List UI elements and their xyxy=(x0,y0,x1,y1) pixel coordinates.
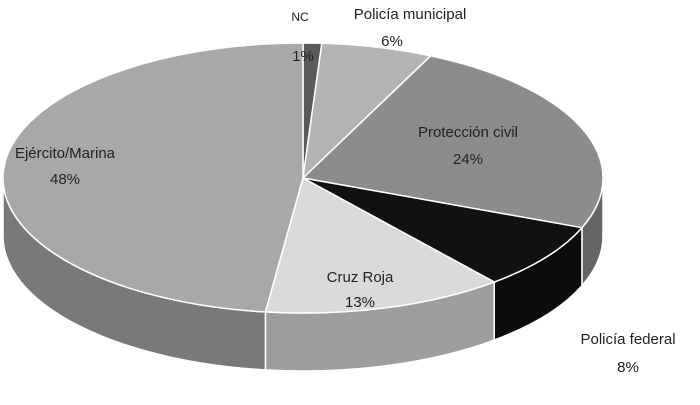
slice-label: Ejército/Marina xyxy=(15,145,116,162)
slice xyxy=(301,55,604,229)
slice xyxy=(264,176,497,314)
slice-label: Policía federal xyxy=(580,331,675,348)
value-label: 8% xyxy=(617,359,639,376)
slice xyxy=(2,42,304,313)
value-label: 24% xyxy=(453,151,483,168)
slice-label: Protección civil xyxy=(418,124,518,141)
slice-label: Cruz Roja xyxy=(327,269,394,286)
slice-label: NC xyxy=(291,10,309,24)
slice xyxy=(302,177,584,283)
value-label: 6% xyxy=(381,33,403,50)
value-label: 1% xyxy=(292,48,314,65)
slice-label: Policía municipal xyxy=(354,6,467,23)
value-label: 48% xyxy=(50,171,80,188)
value-label: 13% xyxy=(345,294,375,311)
